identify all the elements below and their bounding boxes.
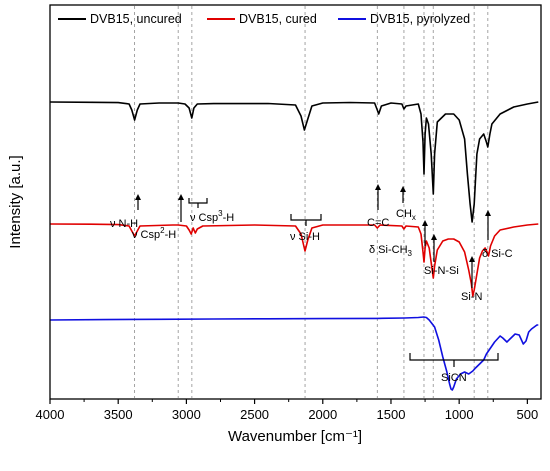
annotation-nu-si-h-label: ν Si-H — [290, 231, 320, 243]
x-axis-title: Wavenumber [cm⁻¹] — [228, 428, 362, 445]
x-tick-label-2500: 2500 — [240, 407, 269, 422]
legend-label-uncured: DVB15, uncured — [90, 12, 182, 26]
series-line-cured — [49, 223, 539, 297]
guide-lines — [134, 6, 489, 398]
legend-item-uncured: DVB15, uncured — [58, 12, 182, 26]
annotation-delta-si-c-label: δ Si-C — [482, 248, 513, 260]
annotation-nu-n-h-label: ν N-H — [110, 218, 138, 230]
annotation-chx: CHx — [396, 186, 416, 222]
legend-label-pyrolyzed: DVB15, pyrolyzed — [370, 12, 470, 26]
annotation-nu-n-h: ν N-H — [110, 194, 141, 230]
x-tick-label-3500: 3500 — [104, 407, 133, 422]
annotation-si-n-si-label: Si-N-Si — [424, 265, 459, 277]
annotation-nu-csp2-h: ν Csp2-H — [132, 194, 184, 241]
legend: DVB15, uncured DVB15, cured DVB15, pyrol… — [58, 12, 470, 26]
x-tick-label-500: 500 — [517, 407, 539, 422]
annotation-c-c-label: C=C — [367, 217, 389, 229]
x-tick-label-1500: 1500 — [377, 407, 406, 422]
annotations: ν N-H ν Csp2-H ν Csp3-H ν Si-H C=C — [110, 184, 513, 384]
annotation-delta-si-ch3: δ Si-CH3 — [369, 220, 428, 258]
legend-item-cured: DVB15, cured — [207, 12, 317, 26]
legend-label-cured: DVB15, cured — [239, 12, 317, 26]
x-tick-label-3000: 3000 — [172, 407, 201, 422]
series-line-uncured — [49, 101, 539, 223]
annotation-chx-label: CHx — [396, 208, 416, 222]
y-axis-title: Intensity [a.u.] — [7, 155, 24, 248]
x-tick-label-1000: 1000 — [445, 407, 474, 422]
annotation-nu-csp3-h: ν Csp3-H — [188, 198, 234, 224]
annotation-sicn: SiCN — [409, 353, 499, 384]
x-tick-label-2000: 2000 — [308, 407, 337, 422]
annotation-si-n-label: Si-N — [461, 291, 482, 303]
annotation-sicn-label: SiCN — [441, 372, 467, 384]
x-axis: 4000 3500 3000 2500 2000 1500 1000 500 — [36, 399, 539, 422]
plot-series — [49, 101, 539, 391]
x-tick-label-4000: 4000 — [36, 407, 65, 422]
annotation-delta-si-ch3-label: δ Si-CH3 — [369, 244, 413, 258]
annotation-si-n: Si-N — [461, 256, 482, 303]
annotation-nu-csp3-h-label: ν Csp3-H — [190, 209, 234, 224]
plot-frame — [49, 4, 542, 400]
annotation-delta-si-c: δ Si-C — [482, 210, 513, 260]
annotation-c-c: C=C — [367, 184, 389, 229]
legend-item-pyrolyzed: DVB15, pyrolyzed — [338, 12, 470, 26]
series-line-pyrolyzed — [49, 316, 539, 391]
annotation-nu-si-h: ν Si-H — [290, 214, 322, 243]
annotation-si-n-si: Si-N-Si — [424, 234, 459, 277]
annotation-nu-csp2-h-label: ν Csp2-H — [132, 226, 176, 241]
